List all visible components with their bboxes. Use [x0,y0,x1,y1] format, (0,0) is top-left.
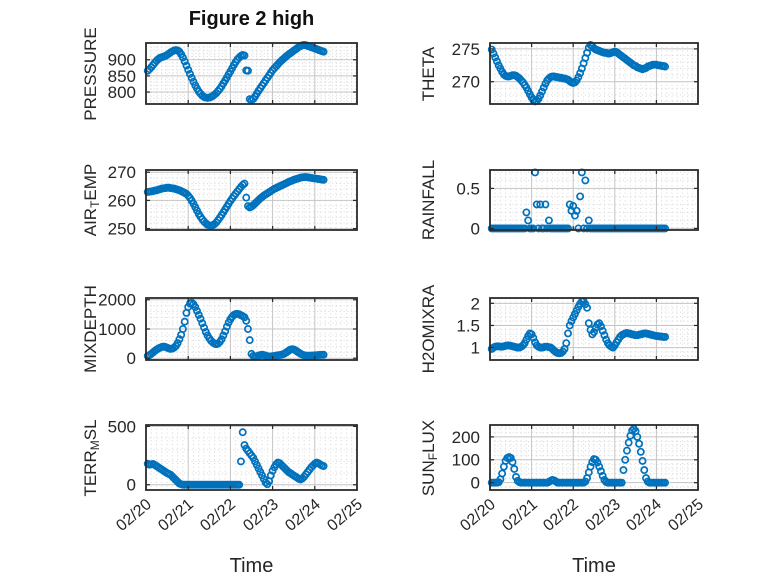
axes-box [145,424,358,491]
y-tick-label: 0 [127,476,136,495]
plot-area-mixdepth: 0 1000 2000 [98,291,358,368]
plot-area-sun-flux: 0 100 200 [452,424,699,493]
plot-area-terr-msl: 0 500 [108,417,358,495]
x-axis-label-left: Time [229,555,274,577]
ylabel-subscript: F [426,452,440,460]
axes-box [489,424,699,491]
y-tick-label: 850 [108,67,136,86]
data-markers [487,424,670,487]
plot-area-theta: 270 275 [452,40,699,106]
y-tick-label: 270 [452,73,480,92]
data-markers [143,298,328,361]
y-tick-label: 2000 [98,291,136,310]
ylabel-text: H2OMIXRA [419,284,438,374]
y-tick-label: 900 [108,51,136,70]
ylabel-text: PRESSURE [81,26,100,121]
y-tick-label: 250 [108,220,136,239]
x-axis-label-right: Time [572,555,616,577]
y-tick-label: 270 [108,163,136,182]
axes-box [145,297,358,361]
ylabel-subscript: T [88,200,102,208]
ylabel-text: RAINFALL [419,159,438,241]
plot-area-air-temp: 250 260 270 [108,163,358,239]
ylabel-text: TERR [81,449,100,497]
y-tick-label: 1000 [98,320,136,339]
y-tick-label: 200 [452,428,480,447]
ylabel-text: AIR [81,207,100,237]
figure-title: Figure 2 high [188,8,315,30]
ylabel-text: EMP [81,163,100,201]
axes-box [489,297,699,361]
y-tick-label: 1.5 [456,316,480,335]
y-tick-label: 1 [471,339,480,358]
plot-area-rainfall: 00.5 [456,168,699,238]
y-tick-label: 0 [471,219,480,238]
y-tick-label: 800 [108,83,136,102]
y-tick-label: 260 [108,191,136,210]
ylabel-text: MIXDEPTH [81,285,100,373]
data-markers [143,173,328,230]
data-markers [487,297,670,358]
axes-box [145,169,358,231]
data-markers [487,41,670,106]
y-tick-label: 0 [471,474,480,493]
ylabel-terr-msl: TERR M SL [80,378,102,538]
y-tick-label: 275 [452,40,480,59]
plot-area-h2omixra: 11.52 [456,294,699,361]
y-tick-label: 0.5 [456,179,480,198]
ylabel-text: THETA [419,46,438,101]
axes-box [489,42,699,105]
ylabel-text: SUN [419,459,438,496]
ylabel-text: LUX [419,419,438,453]
y-tick-label: 100 [452,451,480,470]
data-markers [143,428,328,489]
axes-box [145,42,358,105]
ylabel-text: SL [81,418,100,440]
grid [489,170,699,230]
y-tick-label: 500 [108,417,136,436]
ylabel-sun-flux: SUN F LUX [418,378,440,538]
axes-box [489,169,699,231]
y-tick-label: 2 [471,294,480,313]
ylabel-subscript: M [88,439,102,450]
data-markers [487,168,670,233]
y-tick-label: 0 [127,349,136,368]
data-markers [143,40,328,105]
